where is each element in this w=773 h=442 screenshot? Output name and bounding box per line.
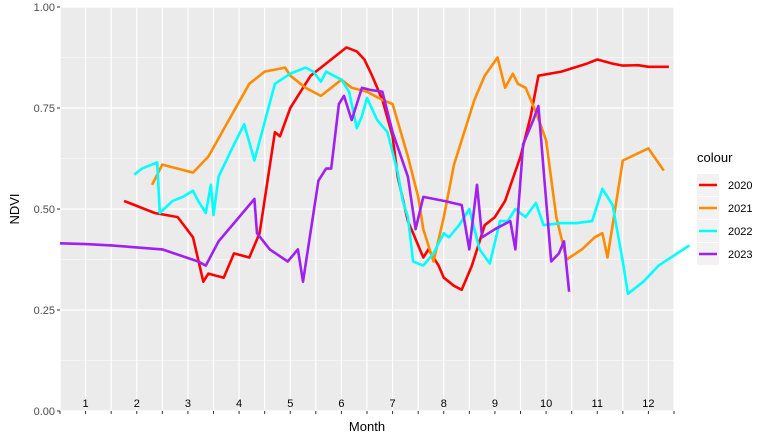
y-axis-title: NDVI [7, 193, 22, 224]
x-tick-label: 10 [540, 398, 552, 410]
x-tick-label: 3 [185, 398, 191, 410]
series-line-2023 [59, 86, 571, 292]
x-tick-label: 9 [492, 398, 498, 410]
x-axis-title: Month [349, 419, 385, 434]
series-layer [59, 46, 691, 296]
x-tick-label: 4 [236, 398, 242, 410]
y-tick-label: 0.50 [34, 204, 55, 216]
x-tick-label: 11 [592, 398, 603, 410]
x-tick-label: 12 [642, 398, 654, 410]
legend-label-2023: 2023 [728, 249, 752, 261]
legend-label-2022: 2022 [728, 226, 752, 238]
legend: colour 2020 2021 2022 2023 [697, 150, 752, 265]
legend-label-2020: 2020 [728, 180, 752, 192]
y-tick-label: 1.00 [34, 2, 55, 14]
y-tick-label: 0.25 [34, 305, 55, 317]
x-axis-ticks: 1 2 3 4 5 6 7 8 9 10 11 12 [59, 398, 675, 414]
x-tick-label: 5 [287, 398, 293, 410]
legend-label-2021: 2021 [728, 203, 752, 215]
x-tick-label: 6 [338, 398, 344, 410]
x-tick-label: 1 [83, 398, 89, 410]
x-tick-label: 2 [134, 398, 140, 410]
y-tick-label: 0.75 [34, 103, 55, 115]
x-tick-label: 8 [441, 398, 447, 410]
series-line-2021 [150, 56, 665, 263]
y-tick-label: 0.00 [34, 406, 55, 418]
legend-title: colour [697, 150, 733, 165]
y-axis-ticks: 0.00 0.25 0.50 0.75 1.00 [34, 2, 60, 418]
series-line-2022 [133, 66, 691, 296]
x-tick-label: 7 [390, 398, 396, 410]
